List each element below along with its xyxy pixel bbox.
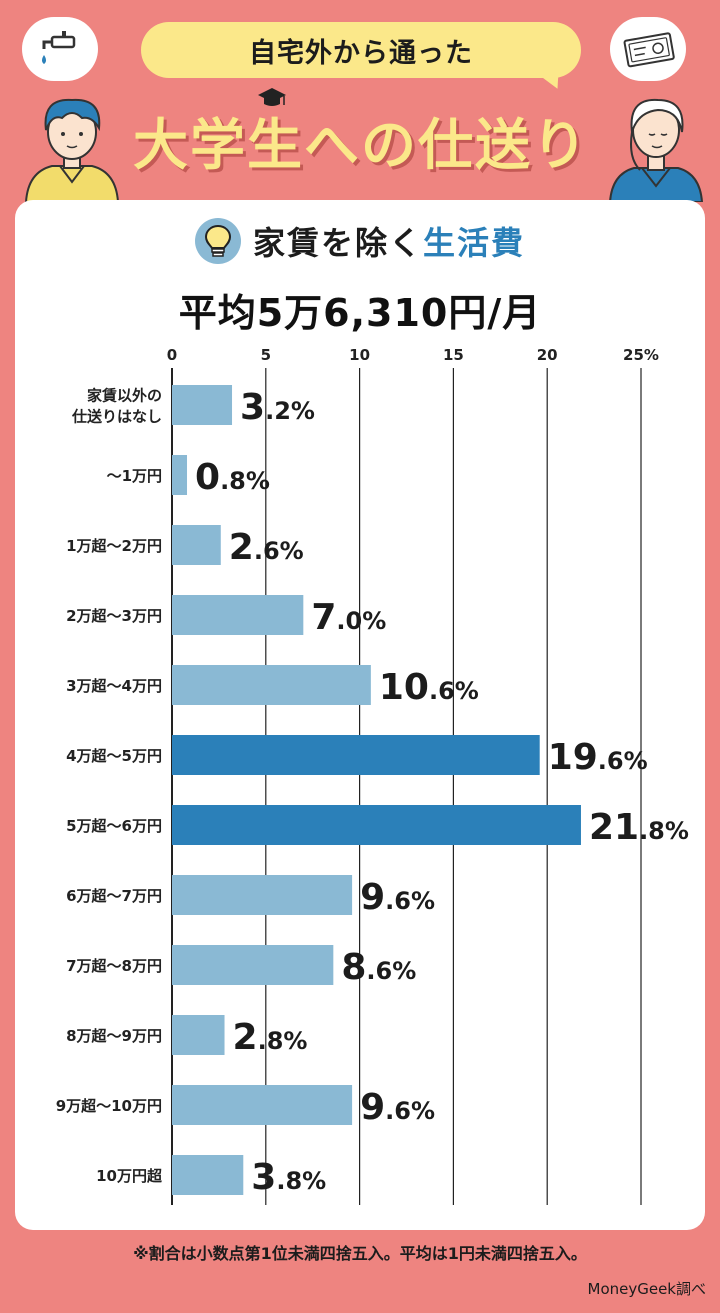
data-label: 8.6%: [341, 947, 416, 988]
subtitle: 家賃を除く生活費: [0, 218, 720, 264]
category-label: 4万超〜5万円: [66, 747, 162, 765]
banknote-icon-bubble: [610, 17, 686, 81]
category-label: 9万超〜10万円: [56, 1097, 162, 1115]
bubble-text: 自宅外から通った: [249, 37, 473, 69]
data-label: 21.8%: [589, 807, 689, 848]
student-illustration: [24, 98, 120, 202]
x-tick-label: 0: [167, 346, 177, 364]
title-bubble: 自宅外から通った: [141, 22, 581, 78]
x-tick-label: 15: [443, 346, 464, 364]
category-label: 3万超〜4万円: [66, 677, 162, 695]
parent-illustration: [608, 98, 704, 202]
data-label: 2.6%: [229, 527, 304, 568]
bar: [172, 595, 304, 635]
category-label: 〜1万円: [107, 467, 162, 485]
subtitle-text: 家賃を除く生活費: [253, 218, 525, 264]
category-label: 仕送りはなし: [71, 408, 162, 426]
category-label: 10万円超: [96, 1167, 163, 1185]
graduation-cap-icon: [258, 88, 286, 106]
bar: [172, 875, 353, 915]
source-credit: MoneyGeek調べ: [587, 1280, 707, 1298]
x-tick-label: 25%: [623, 346, 659, 364]
subtitle-prefix: 家賃を除く: [252, 224, 423, 262]
bar: [172, 525, 221, 565]
footnote: ※割合は小数点第1位未満四捨五入。平均は1円未満四捨五入。: [133, 1244, 587, 1263]
lightbulb-icon-badge: [194, 218, 241, 264]
average-value: 平均5万6,310円/月: [178, 291, 542, 335]
category-label: 6万超〜7万円: [66, 887, 162, 905]
data-label: 2.8%: [233, 1017, 308, 1058]
category-label: 家賃以外の: [87, 387, 162, 405]
bar: [172, 735, 540, 775]
bar: [172, 1155, 244, 1195]
category-label: 1万超〜2万円: [66, 537, 162, 555]
bar: [172, 945, 334, 985]
category-label: 2万超〜3万円: [66, 607, 162, 625]
headline: 大学生への仕送り: [132, 113, 589, 177]
category-label: 8万超〜9万円: [66, 1027, 162, 1045]
subtitle-accent: 生活費: [423, 224, 526, 262]
bar: [172, 385, 233, 425]
faucet-icon-bubble: [22, 17, 98, 81]
x-tick-label: 5: [261, 346, 271, 364]
data-label: 7.0%: [311, 597, 386, 638]
lightbulb-icon: [204, 224, 231, 257]
x-tick-label: 10: [349, 346, 370, 364]
data-label: 3.8%: [251, 1157, 326, 1198]
data-label: 9.6%: [360, 1087, 435, 1128]
data-label: 10.6%: [379, 667, 479, 708]
category-label: 7万超〜8万円: [66, 957, 162, 975]
bar: [172, 1015, 225, 1055]
category-label: 5万超〜6万円: [66, 817, 162, 835]
x-tick-label: 20: [537, 346, 558, 364]
bar: [172, 665, 371, 705]
bar: [172, 805, 581, 845]
data-label: 0.8%: [195, 457, 270, 498]
data-label: 19.6%: [548, 737, 648, 778]
banknote-icon: [623, 32, 675, 68]
bar: [172, 1085, 353, 1125]
data-label: 9.6%: [360, 877, 435, 918]
bar: [172, 455, 188, 495]
data-label: 3.2%: [240, 387, 315, 428]
faucet-icon: [42, 31, 76, 64]
